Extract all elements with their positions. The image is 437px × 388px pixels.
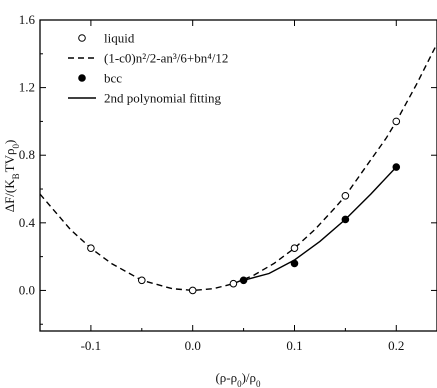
x-tick-label: -0.1 bbox=[81, 338, 102, 353]
x-tick-labels: -0.1 0.0 0.1 0.2 bbox=[81, 338, 405, 353]
legend-label: (1-c0)n²/2-an³/6+bn⁴/12 bbox=[104, 51, 228, 66]
polynomial-fit-line bbox=[243, 166, 397, 281]
legend-label: bcc bbox=[104, 71, 122, 86]
bcc-point bbox=[239, 276, 248, 285]
legend-filled-circle-icon bbox=[78, 74, 86, 82]
bcc-point bbox=[392, 163, 401, 171]
liquid-point bbox=[341, 191, 350, 200]
y-tick-label: 0.8 bbox=[19, 147, 35, 162]
y-tick-labels: 0.0 0.4 0.8 1.2 1.6 bbox=[19, 12, 36, 297]
x-tick-label: 0.0 bbox=[185, 338, 201, 353]
y-tick-label: 0.4 bbox=[19, 215, 36, 230]
legend-item: bcc bbox=[78, 71, 122, 86]
y-tick-label: 0.0 bbox=[19, 282, 35, 297]
legend-item: (1-c0)n²/2-an³/6+bn⁴/12 bbox=[68, 51, 228, 66]
liquid-point bbox=[87, 244, 95, 252]
liquid-point bbox=[188, 286, 197, 295]
legend-open-circle-icon bbox=[78, 34, 86, 42]
x-axis-label: (ρ-ρ0)/ρ0 bbox=[215, 370, 261, 388]
liquid-point bbox=[392, 117, 401, 126]
legend-item: 2nd polynomial fitting bbox=[68, 91, 221, 106]
legend-label: liquid bbox=[104, 31, 135, 46]
series-layer bbox=[40, 43, 437, 295]
y-axis-label: ΔF/(KBTVρ0) bbox=[2, 140, 21, 213]
legend-label: 2nd polynomial fitting bbox=[104, 91, 221, 106]
y-tick-label: 1.2 bbox=[19, 80, 35, 95]
axis-ticks bbox=[40, 19, 437, 331]
bcc-point bbox=[341, 215, 350, 224]
plot-frame bbox=[39, 19, 437, 332]
liquid-point bbox=[229, 279, 238, 288]
liquid-point bbox=[290, 244, 299, 252]
y-tick-label: 1.6 bbox=[19, 12, 36, 27]
x-tick-label: 0.1 bbox=[286, 338, 302, 353]
liquid-point bbox=[137, 276, 146, 285]
bcc-point bbox=[290, 259, 299, 268]
legend: liquid (1-c0)n²/2-an³/6+bn⁴/12 bcc 2nd poly… bbox=[68, 31, 228, 106]
dashed-fit-line bbox=[40, 43, 437, 292]
x-tick-label: 0.2 bbox=[388, 338, 404, 353]
legend-item: liquid bbox=[78, 31, 135, 46]
